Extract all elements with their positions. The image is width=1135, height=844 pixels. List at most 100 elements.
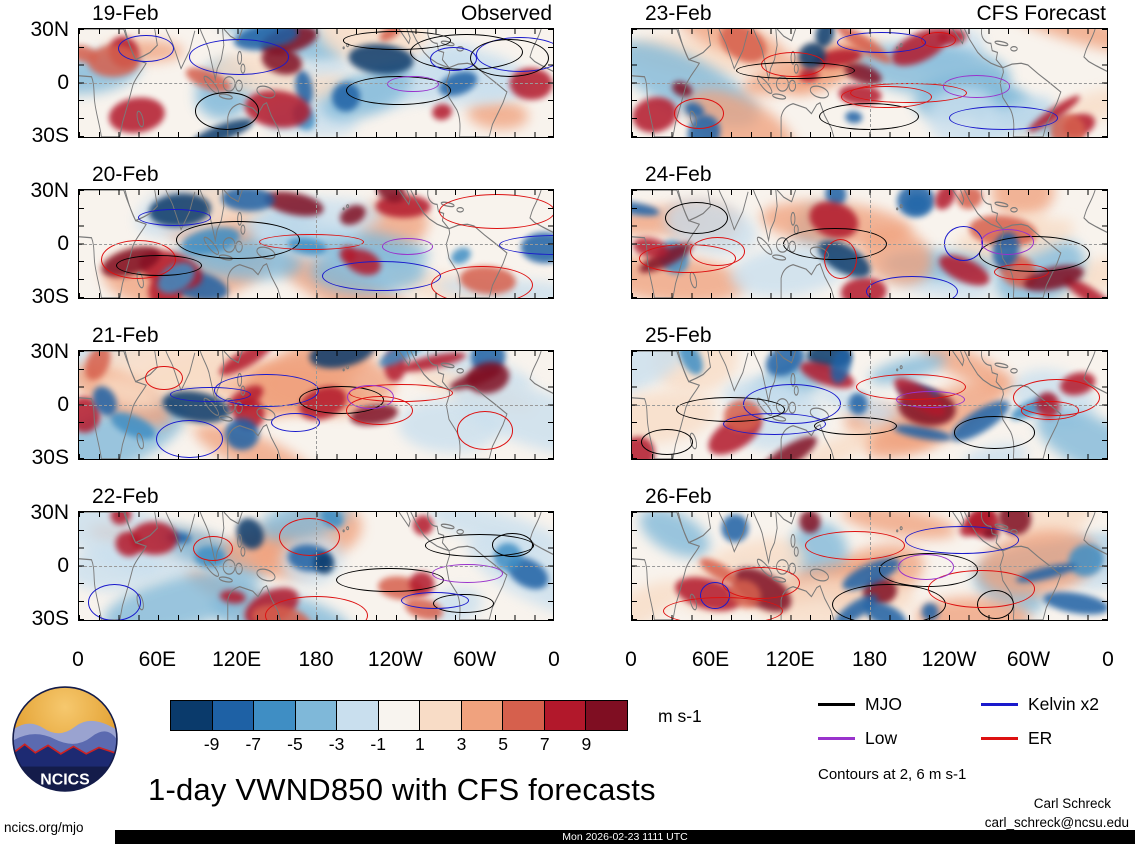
panel-row: 25-Feb	[631, 322, 1108, 460]
panel-row: 20-Feb 30N 0 30S	[30, 161, 554, 308]
anomaly-field	[79, 29, 553, 137]
colorbar-cell	[544, 701, 587, 730]
y-tick-label: 30S	[31, 124, 69, 147]
anomaly-field	[632, 190, 1107, 298]
y-tick-label: 30N	[30, 501, 69, 524]
colorbar-cell	[212, 701, 255, 730]
author-email: carl_schreck@ncsu.edu	[984, 815, 1129, 830]
map-panel	[631, 511, 1108, 621]
map-panel	[631, 350, 1108, 460]
panel-date: 25-Feb	[645, 324, 712, 347]
column-title-forecast: CFS Forecast	[976, 2, 1106, 25]
x-tick-label: 60E	[691, 648, 730, 671]
colorbar-labels: -9 -7 -5 -3 -1 1 3 5 7 9	[170, 731, 628, 755]
colorbar-tick-label: -5	[287, 734, 303, 754]
y-tick-label: 30S	[31, 446, 69, 469]
y-tick-label: 30S	[31, 285, 69, 308]
legend-item-low: Low	[818, 728, 981, 749]
colorbar-wrap: -9 -7 -5 -3 -1 1 3 5 7 9	[170, 700, 628, 755]
timestamp: Mon 2026-02-23 1111 UTC	[562, 831, 688, 843]
timestamp-bar: Mon 2026-02-23 1111 UTC	[115, 830, 1135, 844]
anomaly-field	[79, 190, 553, 298]
panel-date: 20-Feb	[92, 163, 159, 186]
colorbar-cell	[586, 701, 628, 730]
colorbar-cell	[503, 701, 545, 730]
legend-item-mjo: MJO	[818, 694, 981, 715]
x-tick-label: 0	[548, 648, 560, 671]
y-tick-label: 0	[57, 232, 69, 255]
panel-date: 21-Feb	[92, 324, 159, 347]
y-tick-label: 30N	[30, 18, 69, 41]
low-line-swatch	[818, 737, 855, 740]
x-tick-label: 180	[298, 648, 334, 671]
colorbar-cell	[420, 701, 462, 730]
y-tick-label: 30N	[30, 179, 69, 202]
x-tick-label: 60W	[453, 648, 497, 671]
x-axis-labels: 0 60E 120E 180 120W 60W 0	[72, 644, 560, 676]
column-title-observed: Observed	[460, 2, 552, 25]
colorbar-cell	[171, 701, 213, 730]
map-panel	[631, 189, 1108, 299]
colorbar-cell	[295, 701, 338, 730]
colorbar	[170, 700, 628, 731]
colorbar-tick-label: 5	[498, 734, 508, 754]
colorbar-cell	[378, 701, 421, 730]
anomaly-field	[79, 351, 553, 459]
legend-label: MJO	[865, 694, 902, 714]
panel-row: 26-Feb	[631, 483, 1108, 621]
panel-date: 24-Feb	[645, 163, 712, 186]
anomaly-field	[79, 512, 553, 620]
figure-title: 1-day VWND850 with CFS forecasts	[148, 772, 656, 807]
x-tick-label: 120E	[765, 648, 815, 671]
legend-label: Kelvin x2	[1028, 694, 1100, 714]
website-link[interactable]: ncics.org/mjo	[4, 820, 84, 835]
er-line-swatch	[981, 737, 1018, 740]
colorbar-tick-label: 3	[456, 734, 467, 754]
legend-label: ER	[1028, 728, 1053, 748]
colorbar-tick-label: -3	[328, 734, 345, 754]
forecast-column: 23-Feb CFS Forecast 24-Feb	[625, 0, 1114, 676]
map-panel: 30N 0 30S	[30, 179, 554, 308]
panel-date: 22-Feb	[92, 485, 159, 508]
anomaly-field	[632, 351, 1107, 459]
x-axis-labels: 0 60E 120E 180 120W 60W 0	[625, 644, 1114, 676]
y-tick-label: 0	[57, 554, 69, 577]
contour-levels-note: Contours at 2, 6 m s-1	[818, 766, 967, 783]
panel-date: 19-Feb	[92, 2, 159, 25]
ncics-logo-text: NCICS	[40, 772, 89, 789]
x-tick-label: 60E	[138, 648, 177, 671]
anomaly-field	[632, 29, 1107, 137]
x-tick-label: 180	[851, 648, 888, 671]
colorbar-cell	[337, 701, 379, 730]
legend-label: Low	[865, 728, 898, 748]
x-tick-label: 120W	[367, 648, 423, 671]
colorbar-cell	[461, 701, 504, 730]
kelvin-line-swatch	[981, 703, 1018, 706]
colorbar-units: m s-1	[658, 706, 702, 726]
colorbar-tick-label: 7	[539, 734, 550, 754]
y-tick-label: 30N	[30, 340, 69, 363]
panel-row: 19-Feb Observed 30N 0 30S	[30, 0, 554, 147]
panel-row: 23-Feb CFS Forecast	[631, 0, 1108, 138]
mjo-line-swatch	[818, 703, 855, 706]
map-panel: 30N 0 30S	[30, 501, 554, 630]
x-tick-label: 0	[625, 648, 637, 671]
panel-date: 23-Feb	[645, 2, 712, 25]
panel-date: 26-Feb	[645, 485, 712, 508]
panel-row: 21-Feb 30N 0 30S	[30, 322, 554, 469]
x-tick-label: 0	[72, 648, 84, 671]
contour-legend: MJO Kelvin x2 Low ER	[818, 694, 1128, 762]
map-panel: 30N 0 30S	[30, 340, 554, 469]
colorbar-tick-label: 1	[414, 734, 425, 754]
anomaly-field	[632, 512, 1107, 620]
colorbar-tick-label: -7	[245, 734, 262, 754]
x-tick-label: 0	[1102, 648, 1114, 671]
y-tick-label: 0	[57, 393, 69, 416]
colorbar-tick-label: -1	[370, 734, 386, 754]
ncics-logo: NCICS	[12, 686, 118, 792]
panel-row: 22-Feb 30N 0 30S	[30, 483, 554, 630]
observed-column: 19-Feb Observed 30N 0 30S	[30, 0, 560, 676]
map-panel: 30N 0 30S	[30, 18, 554, 147]
x-tick-label: 120W	[921, 648, 977, 671]
